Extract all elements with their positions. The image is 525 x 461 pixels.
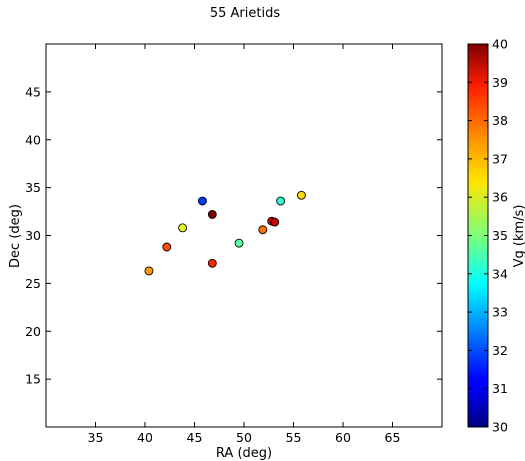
data-points: [144, 190, 306, 276]
y-tick-label: 45: [25, 84, 41, 99]
data-point: [296, 190, 306, 200]
colorbar-tick-label: 30: [492, 420, 508, 435]
data-point: [276, 196, 286, 206]
x-axis-ticks: 35 40 45 50 55 60 65: [88, 44, 401, 445]
data-point: [234, 238, 244, 248]
y-axis-ticks: 15 20 25 30 35 40 45: [25, 84, 442, 387]
y-tick-label: 35: [25, 180, 41, 195]
y-tick-label: 20: [25, 324, 41, 339]
y-tick-label: 30: [25, 228, 41, 243]
x-tick-label: 55: [286, 430, 302, 445]
colorbar-tick-label: 40: [492, 37, 508, 52]
x-axis-label: RA (deg): [216, 446, 272, 461]
y-axis-label: Dec (deg): [8, 204, 23, 268]
colorbar-tick-label: 33: [492, 305, 508, 320]
colorbar-tick-label: 32: [492, 343, 508, 358]
data-point: [178, 223, 188, 233]
y-tick-label: 15: [25, 372, 41, 387]
x-tick-label: 40: [137, 430, 153, 445]
data-point: [144, 266, 154, 276]
x-tick-label: 50: [236, 430, 252, 445]
data-point: [162, 242, 172, 252]
x-tick-label: 35: [88, 430, 104, 445]
y-tick-label: 40: [25, 132, 41, 147]
colorbar-label: Vg (km/s): [512, 205, 525, 268]
chart-title: 55 Arietids: [210, 6, 280, 21]
colorbar-tick-label: 34: [492, 266, 508, 281]
x-tick-label: 45: [187, 430, 203, 445]
data-point: [270, 217, 280, 227]
x-tick-label: 65: [385, 430, 401, 445]
x-tick-label: 60: [335, 430, 351, 445]
data-point: [258, 225, 268, 235]
colorbar-tick-label: 37: [492, 151, 508, 166]
data-point: [207, 258, 217, 268]
plot-area: [45, 43, 443, 428]
colorbar-tick-label: 31: [492, 381, 508, 396]
colorbar-tick-label: 35: [492, 228, 508, 243]
data-point: [207, 209, 217, 219]
colorbar-tick-label: 36: [492, 190, 508, 205]
colorbar-tick-label: 38: [492, 113, 508, 128]
colorbar-tick-label: 39: [492, 75, 508, 90]
y-tick-label: 25: [25, 276, 41, 291]
colorbar-ticks: 30 31 32 33 34 35 36 37 38 39 40: [468, 37, 508, 435]
data-point: [197, 196, 207, 206]
